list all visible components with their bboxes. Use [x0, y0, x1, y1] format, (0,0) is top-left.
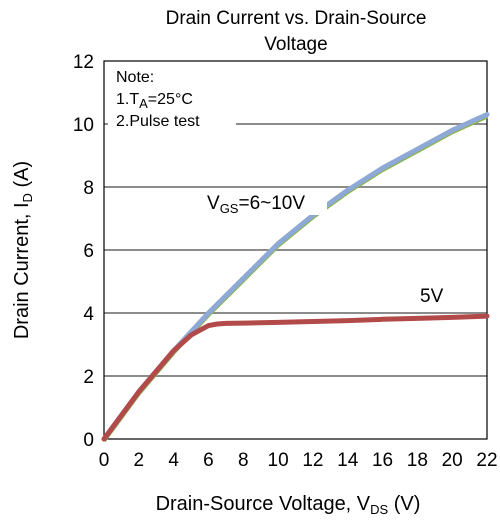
x-tick-label-16: 16: [372, 450, 393, 471]
note-box: [108, 63, 236, 133]
grid-lines: [104, 123, 487, 377]
x-tick-labels: 0 2 4 6 8 10 12 14 16 18 20 22: [99, 450, 498, 471]
x-tick-label-2: 2: [134, 450, 145, 471]
5v-label-bg: [416, 283, 456, 307]
x-tick-label-10: 10: [268, 450, 289, 471]
series-underlay-0: [102, 114, 488, 443]
x-tick-label-6: 6: [203, 450, 214, 471]
plot-series: [101, 112, 490, 443]
x-tick-label-12: 12: [302, 450, 323, 471]
x-tick-label-0: 0: [99, 450, 110, 471]
y-tick-label-12: 12: [73, 52, 94, 73]
note-line-3: 2.Pulse test: [116, 113, 200, 130]
x-tick-label-18: 18: [407, 450, 428, 471]
x-axis-title: Drain-Source Voltage, VDS (V): [156, 493, 421, 517]
chart-title-line2: Voltage: [264, 34, 327, 55]
y-tick-label-2: 2: [83, 367, 94, 388]
5v-curve-label: 5V: [420, 286, 444, 307]
x-tick-label-14: 14: [337, 450, 359, 471]
series-line-1: [101, 313, 490, 442]
x-tick-label-20: 20: [442, 450, 463, 471]
y-tick-labels: 0 2 4 6 8 10 12: [73, 52, 95, 451]
x-tick-label-8: 8: [238, 450, 249, 471]
note-line-2: 1.TA=25°C: [116, 91, 193, 111]
chart-title-line1: Drain Current vs. Drain-Source: [166, 8, 427, 29]
y-tick-label-8: 8: [83, 178, 94, 199]
y-tick-label-0: 0: [83, 430, 94, 451]
x-tick-label-22: 22: [476, 450, 497, 471]
y-tick-label-10: 10: [73, 115, 94, 136]
note-line-1: Note:: [116, 69, 154, 86]
vgs-label-bg: [203, 189, 327, 215]
plot-frame: [103, 60, 488, 440]
y-tick-label-4: 4: [83, 304, 94, 325]
series-line-0: [101, 112, 490, 442]
vgs-curve-label: VGS=6~10V: [207, 193, 305, 216]
y-axis-title: Drain Current, ID (A): [11, 161, 35, 339]
x-tick-label-4: 4: [168, 450, 179, 471]
y-tick-label-6: 6: [83, 241, 94, 262]
